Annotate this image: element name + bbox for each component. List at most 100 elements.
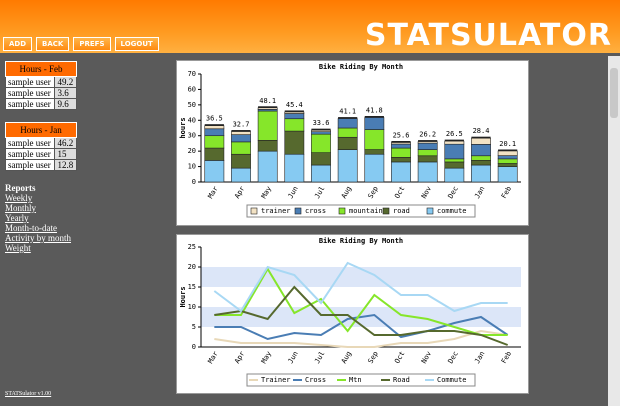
bar-top: [311, 128, 331, 131]
bar-segment: [257, 150, 278, 183]
report-link[interactable]: Activity by month: [5, 233, 71, 243]
y-tick-label: 20: [188, 147, 196, 155]
table-title: Hours - Feb: [5, 61, 77, 77]
total-label: 26.5: [446, 130, 463, 138]
y-tick-label: 20: [188, 263, 196, 271]
hours-cell: 12.8: [54, 159, 77, 171]
legend-label: Cross: [305, 376, 326, 384]
table-row: sample user 49.2: [4, 76, 77, 88]
bar-segment: [417, 155, 438, 163]
bar-segment: [497, 150, 518, 156]
footer[interactable]: STATSulator v1.00: [5, 391, 52, 397]
chart: Bike Riding By Month hours 0 10 20 30 40 50 60 70…: [179, 63, 521, 218]
bar-segment: [391, 142, 411, 145]
x-tick-label: Jul: [313, 185, 326, 200]
bar-segment: [444, 158, 465, 163]
chart-panel: Bike Riding By Month hours 0 10 20 30 40 50 60 70…: [176, 60, 529, 226]
total-label: 45.4: [286, 101, 303, 109]
user-cell: sample user: [4, 98, 56, 110]
bar-segment: [337, 149, 358, 183]
table-row: sample user 3.6: [4, 87, 77, 99]
legend-label: Commute: [437, 376, 467, 384]
bar-segment: [204, 147, 225, 161]
nav-button[interactable]: LOGOUT: [114, 37, 159, 51]
y-axis-label: hours: [179, 117, 187, 138]
bar-segment: [231, 141, 251, 155]
legend-swatch: [338, 207, 346, 215]
bar-top: [204, 124, 224, 126]
bar-segment: [311, 164, 331, 183]
bar-segment: [364, 129, 385, 150]
total-label: 36.5: [206, 115, 223, 123]
legend-swatch: [294, 207, 302, 215]
user-cell: sample user: [4, 76, 56, 88]
bar-segment: [391, 161, 411, 183]
report-link[interactable]: Monthly: [5, 203, 37, 213]
hours-cell: 3.6: [54, 87, 77, 99]
legend-label: cross: [305, 207, 326, 215]
x-tick-label: Nov: [420, 185, 433, 200]
x-tick-label: Jun: [287, 185, 300, 200]
legend-label: mountain: [349, 207, 383, 215]
bar-segment: [311, 129, 331, 133]
logo: STATSULATOR: [364, 18, 612, 53]
total-label: 41.1: [339, 108, 356, 116]
table-title: Hours - Jan: [5, 122, 77, 138]
legend-swatch: [382, 207, 390, 215]
legend-label: commute: [437, 207, 467, 215]
bar-segment: [311, 152, 331, 166]
y-tick-label: 0: [192, 343, 196, 351]
bar-top: [258, 106, 278, 108]
legend-label: Road: [393, 376, 410, 384]
legend-label: trainer: [261, 207, 291, 215]
y-tick-label: 70: [188, 70, 196, 78]
total-label: 33.6: [313, 119, 330, 127]
report-link[interactable]: Month-to-date: [5, 223, 57, 233]
report-link[interactable]: Yearly: [5, 213, 29, 223]
bar-segment: [311, 133, 331, 153]
bar-segment: [257, 107, 278, 110]
x-tick-label: Aug: [340, 350, 353, 365]
bar-segment: [417, 149, 438, 157]
bar-segment: [364, 153, 385, 183]
bar-segment: [231, 153, 251, 169]
user-cell: sample user: [4, 87, 56, 99]
x-tick-label: Dec: [447, 350, 460, 365]
nav-button[interactable]: BACK: [36, 37, 70, 51]
report-link[interactable]: Weekly: [5, 193, 33, 203]
scrollbar[interactable]: [608, 56, 620, 406]
bar-segment: [444, 140, 465, 145]
report-link[interactable]: Weight: [5, 243, 31, 253]
total-label: 32.7: [233, 121, 250, 129]
bar-segment: [364, 149, 385, 155]
scroll-thumb[interactable]: [610, 68, 618, 118]
bar-top: [498, 149, 518, 151]
table-header-row: Hours - Jan: [5, 122, 77, 138]
y-tick-label: 60: [188, 85, 196, 93]
nav-button[interactable]: PREFS: [73, 37, 111, 51]
user-cell: sample user: [4, 148, 56, 160]
y-tick-label: 10: [188, 163, 196, 171]
bar-segment: [231, 167, 251, 183]
line-series: [214, 285, 509, 346]
user-cell: sample user: [4, 159, 56, 171]
legend-label: Mtn: [349, 376, 362, 384]
nav-button[interactable]: ADD: [3, 37, 33, 51]
table-row: sample user 12.8: [4, 159, 77, 171]
total-label: 20.1: [499, 140, 516, 148]
bar-segment: [444, 167, 465, 183]
legend-label: Trainer: [261, 376, 291, 384]
legend-swatch: [250, 207, 258, 215]
x-tick-label: May: [260, 185, 273, 200]
table-row: sample user 46.2: [4, 137, 77, 149]
line-series: [214, 313, 509, 341]
x-tick-label: Mar: [207, 350, 220, 365]
bar-top: [231, 130, 251, 132]
total-label: 48.1: [259, 97, 276, 105]
legend-box: [246, 373, 476, 387]
nav: ADD BACK PREFS LOGOUT: [3, 37, 159, 51]
x-tick-label: Aug: [340, 185, 353, 200]
stats-table: Hours - Jan sample user 46.2 sample user 15 s…: [4, 122, 77, 171]
y-tick-label: 25: [188, 243, 196, 251]
